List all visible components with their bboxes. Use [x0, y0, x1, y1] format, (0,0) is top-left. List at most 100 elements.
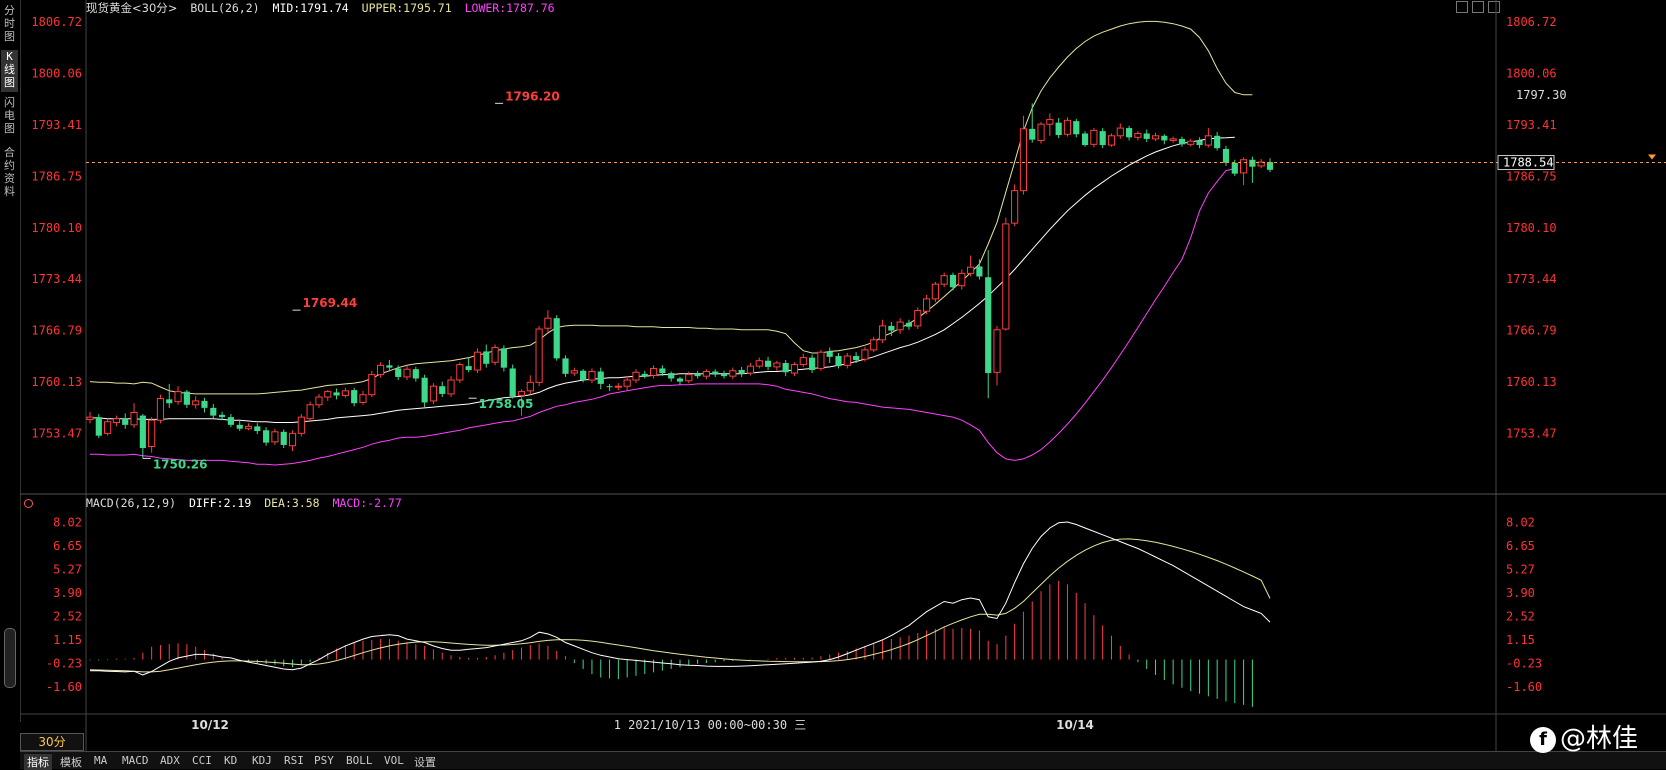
boll-upper-line	[89, 20, 1253, 395]
candle-body	[201, 400, 208, 408]
candle-body	[878, 325, 887, 341]
indicator-tab-6[interactable]: KD	[224, 754, 238, 767]
candle-body	[122, 418, 129, 425]
candle-body	[395, 368, 402, 377]
candle-body	[729, 370, 737, 377]
tab-kline[interactable]: K线图	[1, 50, 18, 92]
candle-body	[809, 357, 816, 370]
indicator-tab-12[interactable]: 设置	[414, 756, 436, 769]
indicator-tab-3[interactable]: MACD	[122, 754, 149, 767]
candle-body	[580, 370, 587, 381]
candle-body	[922, 298, 931, 312]
indicator-tab-2[interactable]: MA	[94, 754, 108, 767]
macd-ytick-left: 3.90	[53, 586, 82, 600]
macd-label: MACD(26,12,9)	[86, 496, 177, 510]
candle-body	[403, 368, 411, 378]
dea-value: DEA:3.58	[264, 496, 320, 510]
candle-body	[799, 357, 807, 366]
candle-body	[746, 365, 755, 374]
macd-legend: MACD(26,12,9) DIFF:2.19 DEA:3.58 MACD:-2…	[86, 496, 408, 510]
price-ytick-right: 1753.47	[1506, 427, 1557, 441]
indicator-tab-9[interactable]: PSY	[314, 754, 334, 767]
indicator-tab-7[interactable]: KDJ	[252, 754, 272, 767]
candle-body	[1063, 119, 1072, 135]
indicator-tab-8[interactable]: RSI	[284, 754, 304, 767]
indicator-tab-5[interactable]: CCI	[192, 754, 212, 767]
period-selector[interactable]: 30分	[20, 733, 84, 751]
candle-body	[570, 370, 578, 374]
candle-body	[738, 369, 745, 374]
indicator-tab-1[interactable]: 模板	[60, 756, 82, 769]
candle-body	[905, 322, 913, 327]
candle-body	[236, 424, 243, 429]
restore-icon[interactable]	[1472, 1, 1484, 13]
candle-body	[764, 360, 772, 367]
indicator-tab-0[interactable]: 指标	[24, 754, 52, 770]
candle-body	[1169, 138, 1177, 141]
close-icon[interactable]	[1488, 1, 1500, 13]
tab-contract-info[interactable]: 合约资料	[4, 146, 15, 198]
last-price-box	[1497, 155, 1555, 171]
watermark-logo-icon: f	[1530, 726, 1556, 753]
candle-body	[949, 274, 957, 288]
settings-dot-icon[interactable]	[24, 499, 33, 508]
candle-body	[773, 362, 781, 368]
candle-body	[843, 355, 851, 366]
candle-body	[112, 418, 121, 424]
extreme-label: 1769.44	[303, 296, 358, 310]
candle-body	[526, 381, 534, 392]
upper-box-value: 1797.30	[1516, 88, 1567, 102]
candle-body	[614, 385, 622, 388]
candle-body	[1161, 135, 1168, 141]
kline-chart: 1806.72 1806.72 1800.06 1800.06 1793.41 1793.…	[20, 0, 1666, 752]
candle-body	[1240, 159, 1248, 174]
candle-body	[712, 371, 719, 375]
candle-body	[263, 430, 270, 443]
candle-body	[1231, 162, 1238, 174]
dea-line	[89, 538, 1271, 673]
scroll-handle[interactable]	[4, 628, 16, 688]
price-legend: 现货黄金<30分> BOLL(26,2) MID:1791.74 UPPER:1…	[86, 0, 561, 16]
candle-body	[86, 416, 94, 420]
candle-body	[1178, 138, 1186, 145]
candle-body	[429, 385, 438, 402]
tab-timeshare[interactable]: 分时图	[4, 4, 15, 43]
indicator-tab-10[interactable]: BOLL	[346, 754, 373, 767]
price-ytick-left: 1806.72	[31, 15, 82, 29]
macd-ytick-left: 5.27	[53, 562, 82, 576]
candle-body	[517, 391, 526, 396]
candle-body	[1107, 135, 1116, 146]
candle-body	[650, 367, 658, 376]
candle-body	[1187, 140, 1195, 145]
candle-body	[861, 349, 869, 360]
candle-body	[333, 392, 340, 396]
candle-body	[473, 351, 482, 371]
indicator-tab-11[interactable]: VOL	[384, 754, 404, 767]
macd-ytick-right: 1.15	[1506, 633, 1535, 647]
boll-mid-line	[90, 136, 1235, 423]
price-ytick-left: 1760.13	[31, 375, 82, 389]
indicator-tab-4[interactable]: ADX	[160, 754, 180, 767]
candle-body	[623, 379, 631, 387]
price-ytick-left: 1793.41	[31, 118, 82, 132]
candle-body	[491, 347, 499, 363]
macd-ytick-right: -1.60	[1506, 680, 1542, 694]
candle-body	[606, 386, 613, 388]
candle-body	[702, 371, 710, 377]
candle-body	[562, 358, 569, 374]
boll-lower-value: LOWER:1787.76	[464, 1, 555, 15]
candle-body	[421, 377, 428, 403]
candle-body	[130, 411, 138, 426]
macd-ytick-right: 3.90	[1506, 586, 1535, 600]
candle-body	[219, 414, 226, 418]
candle-body	[95, 417, 102, 436]
candle-body	[359, 394, 367, 403]
price-ytick-right: 1800.06	[1506, 67, 1557, 81]
candle-body	[447, 379, 455, 395]
minimize-icon[interactable]	[1456, 1, 1468, 13]
price-ytick-left: 1753.47	[31, 427, 82, 441]
candle-body	[148, 419, 156, 447]
candle-body	[659, 368, 666, 374]
candle-body	[958, 272, 966, 287]
tab-flash[interactable]: 闪电图	[4, 96, 15, 135]
